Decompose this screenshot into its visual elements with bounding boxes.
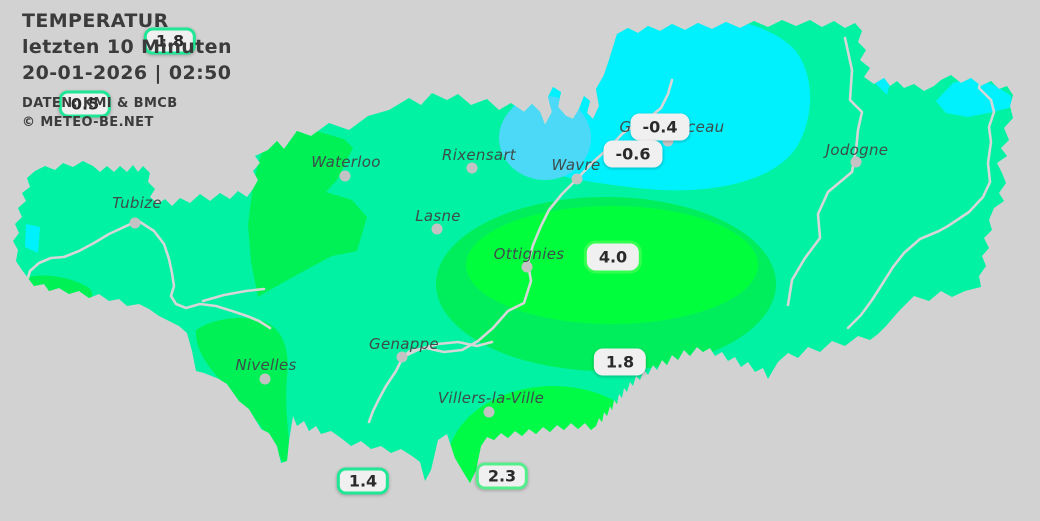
- town-dot: [431, 223, 443, 235]
- town-label: Ottignies: [493, 245, 565, 263]
- datetime-label: 20-01-2026 | 02:50: [22, 62, 232, 85]
- town-label: Nivelles: [235, 356, 297, 374]
- temperature-badge: 0.5: [58, 90, 112, 118]
- temperature-badge: 4.0: [586, 243, 640, 271]
- town-dot: [571, 173, 583, 185]
- town-dot: [259, 373, 271, 385]
- town-dot: [850, 156, 862, 168]
- temp-patch-cyan-west: [25, 224, 40, 253]
- town-label: Villers-la-Ville: [437, 389, 545, 407]
- town-dot: [129, 217, 141, 229]
- temperature-badge: -0.6: [603, 140, 663, 168]
- town-dot: [396, 351, 408, 363]
- temp-patch-nivelles: [195, 317, 291, 462]
- temperature-badge: -0.4: [630, 113, 690, 141]
- temperature-badge: 1.8: [593, 348, 647, 376]
- town-label: Rixensart: [442, 146, 516, 164]
- temperature-badge: 2.3: [475, 462, 529, 490]
- town-dot: [339, 170, 351, 182]
- page-title: TEMPERATUR: [22, 10, 169, 32]
- town-dot: [521, 261, 533, 273]
- copyright-label: © METEO-BE.NET: [22, 115, 154, 131]
- town-dot: [662, 135, 674, 147]
- data-source-label: DATEN: KMI & BMCB: [22, 95, 178, 111]
- town-label: Waterloo: [311, 153, 381, 171]
- town-label: Jodogne: [825, 141, 889, 159]
- town-label: Tubize: [112, 194, 162, 212]
- page-subtitle: letzten 10 Minuten: [22, 36, 232, 59]
- roads: [25, 36, 996, 424]
- town-dot: [466, 162, 478, 174]
- town-dot: [483, 406, 495, 418]
- town-label: Genappe: [369, 335, 439, 353]
- map-header: TEMPERATUR letzten 10 Minuten 20-01-2026…: [22, 8, 232, 133]
- temp-patch-waterloo: [248, 127, 367, 297]
- temperature-badge: 1.4: [336, 467, 390, 495]
- temperature-badge: 1.8: [143, 27, 197, 55]
- town-label: Lasne: [415, 207, 461, 225]
- town-label: Wavre: [551, 156, 601, 174]
- temp-band-lightblue: [499, 96, 591, 180]
